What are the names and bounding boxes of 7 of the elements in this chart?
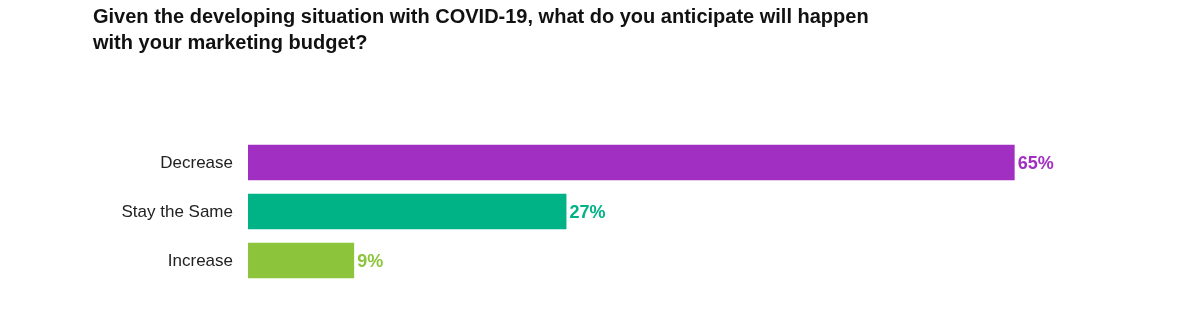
data-label: 9% <box>357 250 384 271</box>
y-tick-label: Increase <box>167 251 233 271</box>
y-tick-label: Decrease <box>160 153 233 173</box>
data-label: 27% <box>569 201 606 222</box>
data-label: 65% <box>1017 152 1054 173</box>
y-tick-label: Stay the Same <box>121 202 233 222</box>
chart-title: Given the developing situation with COVID-19, what do you anticipate will happen with your marketing budget? <box>92 5 869 54</box>
